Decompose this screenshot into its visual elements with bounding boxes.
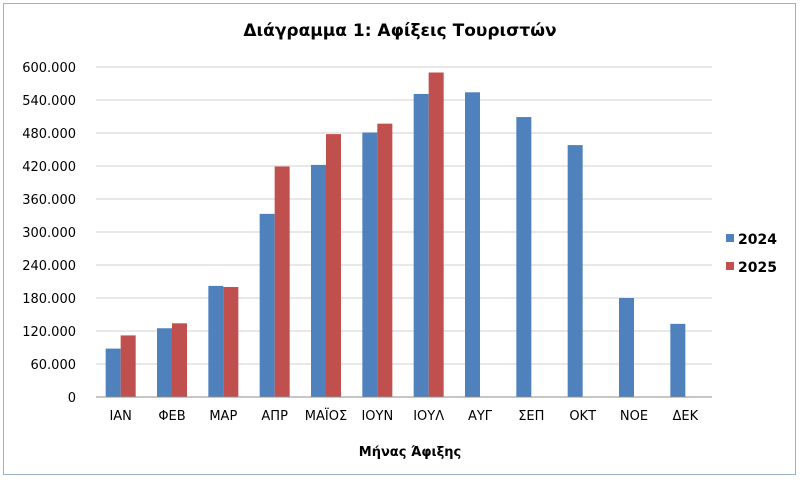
y-tick-label: 600.000 bbox=[22, 61, 76, 76]
x-tick-label: ΑΥΓ bbox=[468, 409, 493, 424]
bar-2024-11 bbox=[670, 323, 686, 397]
legend-label-2024: 2024 bbox=[738, 232, 777, 248]
y-tick-label: 240.000 bbox=[22, 259, 76, 274]
y-tick-label: 120.000 bbox=[22, 325, 76, 340]
x-tick-label: ΣΕΠ bbox=[518, 409, 544, 424]
x-axis-title: Μήνας Άφιξης bbox=[359, 445, 461, 460]
y-tick-label: 0 bbox=[68, 391, 76, 406]
x-axis-ticks: ΙΑΝ ΦΕΒ ΜΑΡ ΑΠΡ ΜΑΪΟΣ ΙΟΥΝ ΙΟΥΛ ΑΥΓ ΣΕΠ ΟΚΤ ΝΟΕ ΔΕΚ bbox=[109, 408, 698, 424]
chart-title: Διάγραμμα 1: Αφίξεις Τουριστών bbox=[243, 21, 556, 41]
bar-2025-4 bbox=[326, 134, 341, 397]
x-tick-label: ΙΟΥΛ bbox=[413, 409, 444, 424]
y-tick-label: 60.000 bbox=[31, 358, 77, 373]
y-axis-ticks: 0 60.000 120.000 180.000 240.000 300.000 360.0… bbox=[22, 61, 76, 406]
x-tick-label: ΜΑΡ bbox=[209, 409, 237, 424]
x-tick-label: ΙΟΥΝ bbox=[361, 409, 393, 424]
bar-2025-1 bbox=[172, 323, 187, 397]
bar-2024-7 bbox=[465, 92, 480, 398]
bar-2024-0 bbox=[105, 348, 121, 397]
bar-2025-2 bbox=[223, 287, 239, 397]
x-tick-label: ΔΕΚ bbox=[673, 409, 699, 424]
x-tick-label: ΦΕΒ bbox=[158, 409, 185, 424]
y-tick-label: 540.000 bbox=[22, 94, 76, 109]
bar-2024-9 bbox=[567, 145, 583, 397]
x-tick-label: ΑΠΡ bbox=[261, 409, 288, 424]
legend: 2024 2025 bbox=[726, 232, 777, 276]
y-tick-label: 300.000 bbox=[22, 226, 76, 241]
bar-2024-6 bbox=[413, 93, 429, 397]
grid-lines bbox=[96, 66, 712, 365]
x-tick-label: ΝΟΕ bbox=[620, 409, 648, 424]
bar-2024-4 bbox=[311, 164, 326, 397]
bar-2025-3 bbox=[274, 166, 290, 397]
y-tick-label: 420.000 bbox=[22, 160, 76, 175]
x-tick-label: ΟΚΤ bbox=[569, 409, 596, 424]
bar-2025-0 bbox=[120, 335, 136, 397]
legend-label-2025: 2025 bbox=[738, 260, 777, 276]
bar-2024-10 bbox=[619, 298, 634, 397]
y-tick-label: 480.000 bbox=[22, 127, 76, 142]
bar-2025-6 bbox=[428, 72, 444, 397]
legend-swatch-2024 bbox=[726, 234, 734, 242]
bar-2024-5 bbox=[362, 132, 378, 397]
bars bbox=[105, 72, 686, 398]
y-tick-label: 180.000 bbox=[22, 292, 76, 307]
bar-2024-1 bbox=[157, 328, 172, 397]
x-tick-label: ΙΑΝ bbox=[109, 409, 131, 424]
bar-2024-2 bbox=[208, 285, 224, 397]
bar-2024-8 bbox=[516, 117, 532, 398]
y-tick-label: 360.000 bbox=[22, 193, 76, 208]
x-tick-label: ΜΑΪΟΣ bbox=[305, 408, 347, 424]
legend-swatch-2025 bbox=[726, 262, 734, 270]
bar-2025-5 bbox=[377, 123, 393, 398]
bar-2024-3 bbox=[259, 213, 275, 397]
